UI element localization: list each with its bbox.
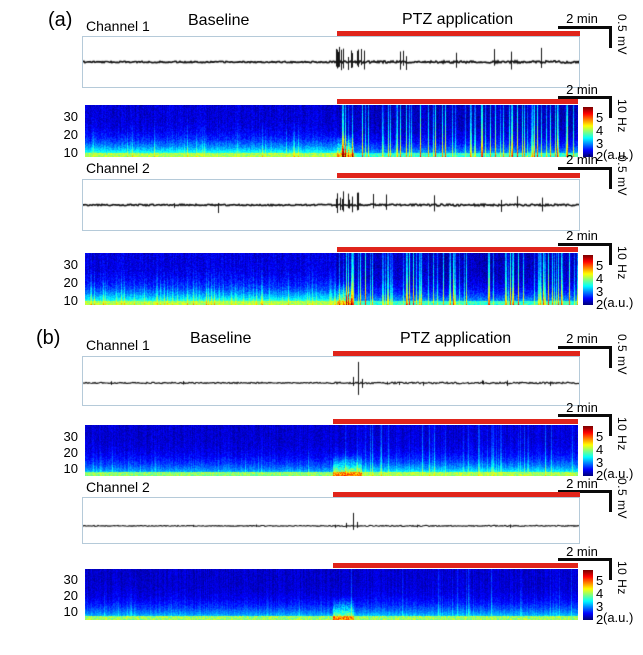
spectrogram-canvas-a1 bbox=[85, 105, 578, 157]
time-scalebar-label-b2s: 2 min bbox=[566, 544, 598, 559]
amplitude-scalebar-a2 bbox=[609, 167, 612, 189]
colorbar-unit-b1: (a.u.) bbox=[603, 466, 634, 481]
spectrogram-canvas-b1 bbox=[85, 425, 578, 476]
freq-tick-30-a2: 30 bbox=[63, 257, 78, 272]
freq-tick-30-b1: 30 bbox=[63, 429, 78, 444]
trace-box-a2 bbox=[82, 179, 580, 231]
colorbar-tick-2-a2: 2 bbox=[596, 297, 604, 312]
time-scalebar-label-b1: 2 min bbox=[566, 331, 598, 346]
ptz-bar bbox=[333, 563, 578, 568]
baseline-label-b: Baseline bbox=[190, 330, 252, 347]
ptz-bar bbox=[333, 419, 578, 424]
colorbar-a1 bbox=[583, 107, 593, 157]
trace-canvas-b2 bbox=[83, 498, 579, 543]
colorbar-tick-3-b2: 3 bbox=[596, 599, 604, 614]
freq-tick-10-a2: 10 bbox=[63, 293, 78, 308]
channel-2-label-a: Channel 2 bbox=[86, 160, 150, 176]
freq-scalebar-label-a2s: 10 Hz bbox=[615, 246, 629, 280]
colorbar-tick-5-b2: 5 bbox=[596, 573, 604, 588]
time-scalebar-label-a1: 2 min bbox=[566, 11, 598, 26]
colorbar-tick-2-b1: 2 bbox=[596, 468, 604, 483]
spectrogram-canvas-b2 bbox=[85, 569, 578, 620]
freq-tick-30-a1: 30 bbox=[63, 109, 78, 124]
colorbar-unit-a2: (a.u.) bbox=[603, 295, 634, 310]
freq-tick-10-b1: 10 bbox=[63, 461, 78, 476]
amplitude-scalebar-label-b2: 0.5 mV bbox=[615, 478, 629, 520]
time-scalebar-a2s bbox=[558, 243, 612, 246]
amplitude-scalebar-label-a1: 0.5 mV bbox=[615, 14, 629, 56]
colorbar-tick-4-b1: 4 bbox=[596, 442, 604, 457]
freq-scalebar-a1s bbox=[609, 96, 612, 118]
colorbar-tick-5-a1: 5 bbox=[596, 110, 604, 125]
channel-2-label-b: Channel 2 bbox=[86, 479, 150, 495]
colorbar-tick-4-a1: 4 bbox=[596, 123, 604, 138]
freq-scalebar-label-a1s: 10 Hz bbox=[615, 99, 629, 133]
colorbar-tick-5-b1: 5 bbox=[596, 429, 604, 444]
time-scalebar-label-b1s: 2 min bbox=[566, 400, 598, 415]
freq-tick-10-b2: 10 bbox=[63, 604, 78, 619]
time-scalebar-b2s bbox=[558, 558, 612, 561]
colorbar-b2 bbox=[583, 570, 593, 620]
time-scalebar-a2 bbox=[558, 167, 612, 170]
channel-1-label-b: Channel 1 bbox=[86, 337, 150, 353]
freq-tick-10-a1: 10 bbox=[63, 145, 78, 160]
amplitude-scalebar-label-b1: 0.5 mV bbox=[615, 334, 629, 376]
colorbar-tick-4-b2: 4 bbox=[596, 586, 604, 601]
freq-tick-30-b2: 30 bbox=[63, 572, 78, 587]
time-scalebar-label-a1s: 2 min bbox=[566, 82, 598, 97]
colorbar-tick-3-a1: 3 bbox=[596, 136, 604, 151]
panel-a-label: (a) bbox=[48, 9, 73, 31]
panel-b-label: (b) bbox=[36, 327, 61, 349]
ptz-bar bbox=[337, 173, 580, 178]
colorbar-tick-4-a2: 4 bbox=[596, 271, 604, 286]
freq-tick-20-b1: 20 bbox=[63, 445, 78, 460]
amplitude-scalebar-label-a2: 0.5 mV bbox=[615, 155, 629, 197]
freq-scalebar-label-b2s: 10 Hz bbox=[615, 561, 629, 595]
amplitude-scalebar-a1 bbox=[609, 26, 612, 48]
trace-canvas-a1 bbox=[83, 37, 579, 87]
amplitude-scalebar-b2 bbox=[609, 490, 612, 512]
colorbar-tick-3-b1: 3 bbox=[596, 455, 604, 470]
ptz-label-a: PTZ application bbox=[402, 11, 514, 28]
trace-box-b1 bbox=[82, 356, 580, 406]
time-scalebar-b2 bbox=[558, 490, 612, 493]
freq-scalebar-a2s bbox=[609, 243, 612, 265]
time-scalebar-a1 bbox=[558, 26, 612, 29]
freq-tick-20-a1: 20 bbox=[63, 127, 78, 142]
time-scalebar-label-a2: 2 min bbox=[566, 152, 598, 167]
colorbar-tick-3-a2: 3 bbox=[596, 284, 604, 299]
ptz-bar bbox=[337, 99, 578, 104]
colorbar-tick-5-a2: 5 bbox=[596, 258, 604, 273]
trace-box-a1 bbox=[82, 36, 580, 88]
time-scalebar-label-b2: 2 min bbox=[566, 476, 598, 491]
ptz-bar bbox=[337, 247, 578, 252]
colorbar-a2 bbox=[583, 255, 593, 305]
baseline-label-a: Baseline bbox=[188, 12, 250, 29]
freq-tick-20-a2: 20 bbox=[63, 275, 78, 290]
channel-1-label-a: Channel 1 bbox=[86, 18, 150, 34]
time-scalebar-a1s bbox=[558, 96, 612, 99]
freq-scalebar-b1s bbox=[609, 414, 612, 436]
colorbar-tick-2-b2: 2 bbox=[596, 612, 604, 627]
spectrogram-canvas-a2 bbox=[85, 253, 578, 305]
ptz-label-b: PTZ application bbox=[400, 330, 512, 347]
time-scalebar-label-a2s: 2 min bbox=[566, 228, 598, 243]
trace-canvas-b1 bbox=[83, 357, 579, 405]
colorbar-tick-2-a1: 2 bbox=[596, 149, 604, 164]
ptz-bar bbox=[333, 351, 580, 356]
trace-canvas-a2 bbox=[83, 180, 579, 230]
colorbar-b1 bbox=[583, 426, 593, 476]
freq-tick-20-b2: 20 bbox=[63, 588, 78, 603]
time-scalebar-b1 bbox=[558, 346, 612, 349]
colorbar-unit-a1: (a.u.) bbox=[603, 147, 634, 162]
ptz-bar bbox=[333, 492, 580, 497]
freq-scalebar-label-b1s: 10 Hz bbox=[615, 417, 629, 451]
colorbar-unit-b2: (a.u.) bbox=[603, 610, 634, 625]
ptz-bar bbox=[337, 31, 580, 36]
trace-box-b2 bbox=[82, 497, 580, 544]
time-scalebar-b1s bbox=[558, 414, 612, 417]
freq-scalebar-b2s bbox=[609, 558, 612, 580]
amplitude-scalebar-b1 bbox=[609, 346, 612, 368]
